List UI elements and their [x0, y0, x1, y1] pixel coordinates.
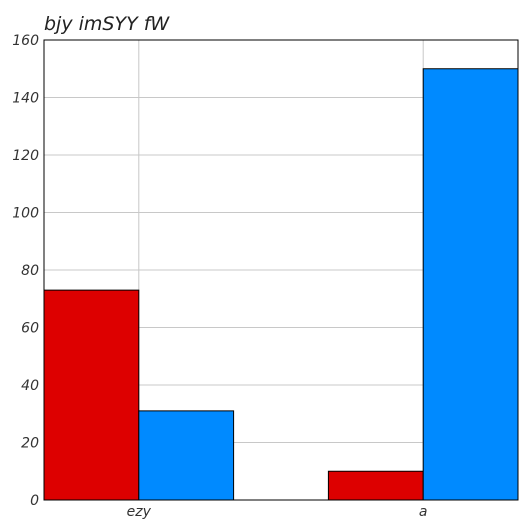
- y-tick-label: 60: [21, 321, 39, 337]
- plot-frame: [43, 39, 519, 501]
- chart-title: bjy imSYY fW: [44, 13, 170, 35]
- y-tick-label: 160: [12, 33, 39, 49]
- bar-ezy-series-2: [138, 410, 235, 501]
- y-tick-label: 0: [30, 493, 39, 509]
- y-tick-label: 140: [12, 91, 39, 107]
- bars: [43, 68, 519, 501]
- x-axis-ticks: ezy a: [127, 504, 428, 520]
- bar-ezy-series-1: [43, 289, 140, 501]
- y-tick-label: 100: [12, 206, 39, 222]
- x-tick-label: a: [419, 504, 428, 520]
- y-tick-label: 80: [21, 263, 39, 279]
- y-axis-ticks: 0 20 40 60 80 100 120 140 160: [12, 33, 39, 509]
- bar-a-series-2: [422, 68, 519, 501]
- y-tick-label: 40: [21, 378, 39, 394]
- x-tick-label: ezy: [127, 504, 152, 520]
- y-tick-label: 20: [21, 436, 39, 452]
- bar-a-series-1: [327, 470, 424, 501]
- y-tick-label: 120: [12, 148, 39, 164]
